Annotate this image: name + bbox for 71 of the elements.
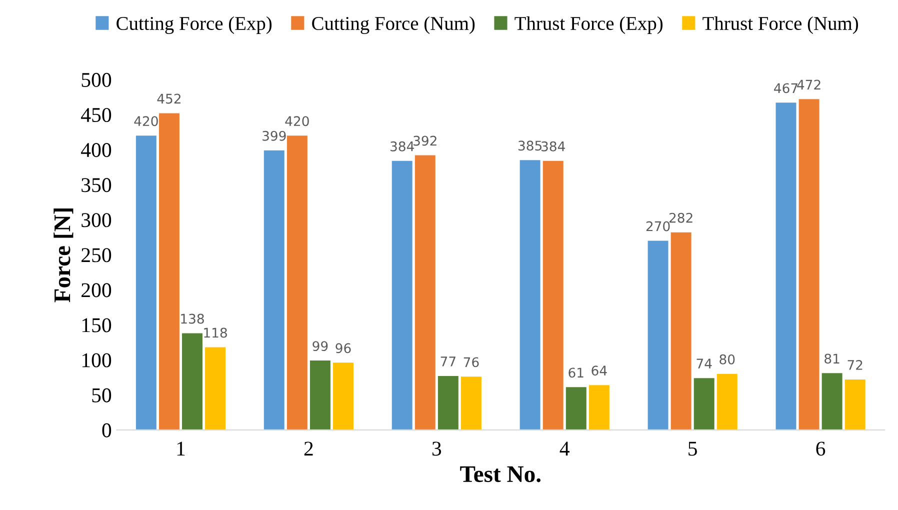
y-tick-label: 500 xyxy=(82,72,112,87)
data-label: 420 xyxy=(285,116,309,126)
data-label: 64 xyxy=(592,366,607,376)
bar xyxy=(520,160,540,430)
bar xyxy=(182,333,202,430)
y-tick-label: 0 xyxy=(102,423,112,438)
data-label: 467 xyxy=(774,83,798,94)
data-label: 420 xyxy=(134,116,158,126)
bar xyxy=(392,160,412,430)
bar xyxy=(798,99,820,430)
y-tick-label: 300 xyxy=(82,213,112,228)
bar xyxy=(158,113,180,430)
bar xyxy=(286,136,308,430)
data-label: 385 xyxy=(518,140,542,151)
bar xyxy=(414,155,436,430)
data-label: 81 xyxy=(824,354,840,364)
data-label: 76 xyxy=(464,357,479,368)
data-label: 399 xyxy=(262,130,286,141)
data-label: 384 xyxy=(390,141,414,152)
data-label: 270 xyxy=(646,221,670,232)
data-label: 392 xyxy=(414,136,436,146)
data-label: 472 xyxy=(797,80,820,90)
y-tick-label: 250 xyxy=(82,248,112,262)
bar xyxy=(264,150,284,430)
y-tick-label: 350 xyxy=(82,178,112,192)
legend-label: Thrust Force (Exp) xyxy=(514,16,663,34)
bar xyxy=(205,347,226,430)
y-tick-label: 450 xyxy=(81,108,112,122)
y-tick-label: 150 xyxy=(82,318,112,332)
legend-label: Thrust Force (Num) xyxy=(702,16,858,34)
x-tick-label: 3 xyxy=(432,442,442,456)
data-label: 138 xyxy=(181,314,204,324)
data-label: 282 xyxy=(669,212,692,223)
x-tick-label: 5 xyxy=(688,442,697,456)
y-tick-label: 400 xyxy=(81,143,112,158)
bar xyxy=(460,376,482,430)
legend-label: Cutting Force (Exp) xyxy=(116,16,272,34)
x-axis-title: Test No. xyxy=(460,466,540,482)
data-label: 118 xyxy=(204,328,227,338)
bar xyxy=(542,160,564,430)
data-label: 452 xyxy=(157,94,180,104)
data-label: 77 xyxy=(440,356,456,366)
y-tick-label: 50 xyxy=(92,388,112,402)
y-tick-label: 200 xyxy=(82,283,112,298)
bar xyxy=(310,360,330,430)
bar xyxy=(136,136,156,430)
data-label: 99 xyxy=(312,341,328,352)
x-tick-label: 4 xyxy=(560,442,570,456)
data-label: 61 xyxy=(568,368,584,378)
data-label: 72 xyxy=(848,360,862,370)
bar xyxy=(648,240,668,430)
data-label: 96 xyxy=(336,343,351,354)
bar xyxy=(844,379,866,430)
x-tick-label: 2 xyxy=(304,442,313,456)
bar xyxy=(588,385,610,430)
data-label: 384 xyxy=(542,141,565,152)
x-tick-label: 6 xyxy=(816,442,826,456)
bar xyxy=(438,376,458,430)
data-label: 80 xyxy=(720,354,735,364)
bar xyxy=(333,362,354,430)
y-tick-label: 100 xyxy=(82,353,112,368)
bar xyxy=(670,232,692,430)
bar xyxy=(822,373,842,430)
bar xyxy=(776,102,796,430)
x-tick-label: 1 xyxy=(177,442,185,456)
bar xyxy=(694,378,714,430)
y-axis-title: Force [N] xyxy=(54,208,74,302)
bar xyxy=(566,387,586,430)
legend-label: Cutting Force (Num) xyxy=(312,16,475,34)
data-label: 74 xyxy=(696,358,712,368)
bar xyxy=(716,374,738,430)
